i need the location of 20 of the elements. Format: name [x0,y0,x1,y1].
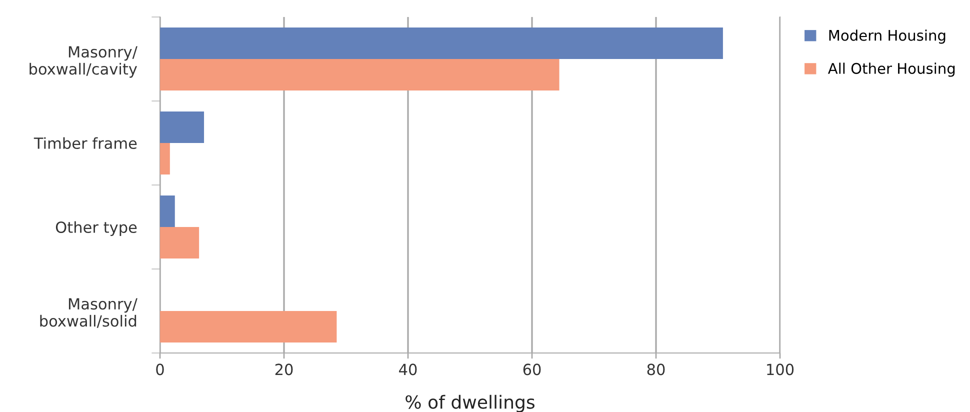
x-tick-label: 20 [275,364,293,376]
y-tick-label: Masonry/ boxwall/solid [40,298,138,328]
x-tick-label: 80 [647,364,665,376]
bar [160,196,175,227]
x-tick-label: 100 [767,364,794,376]
bar [160,112,204,143]
x-tick-label: 40 [399,364,417,376]
legend-label: Modern Housing [829,30,946,44]
bar [160,28,723,59]
y-tick-label: Timber frame [34,137,137,150]
x-tick-label: 0 [156,364,164,376]
y-tick-label: Masonry/ boxwall/cavity [30,46,138,78]
x-axis-title: % of dwellings [406,394,534,412]
x-tick-label: 60 [523,364,541,376]
bar [160,227,200,258]
legend-label: All Other Housing [828,62,955,77]
bar [160,143,170,174]
bar [160,59,560,90]
bar [160,311,337,342]
y-tick-label: Other type [56,221,137,236]
